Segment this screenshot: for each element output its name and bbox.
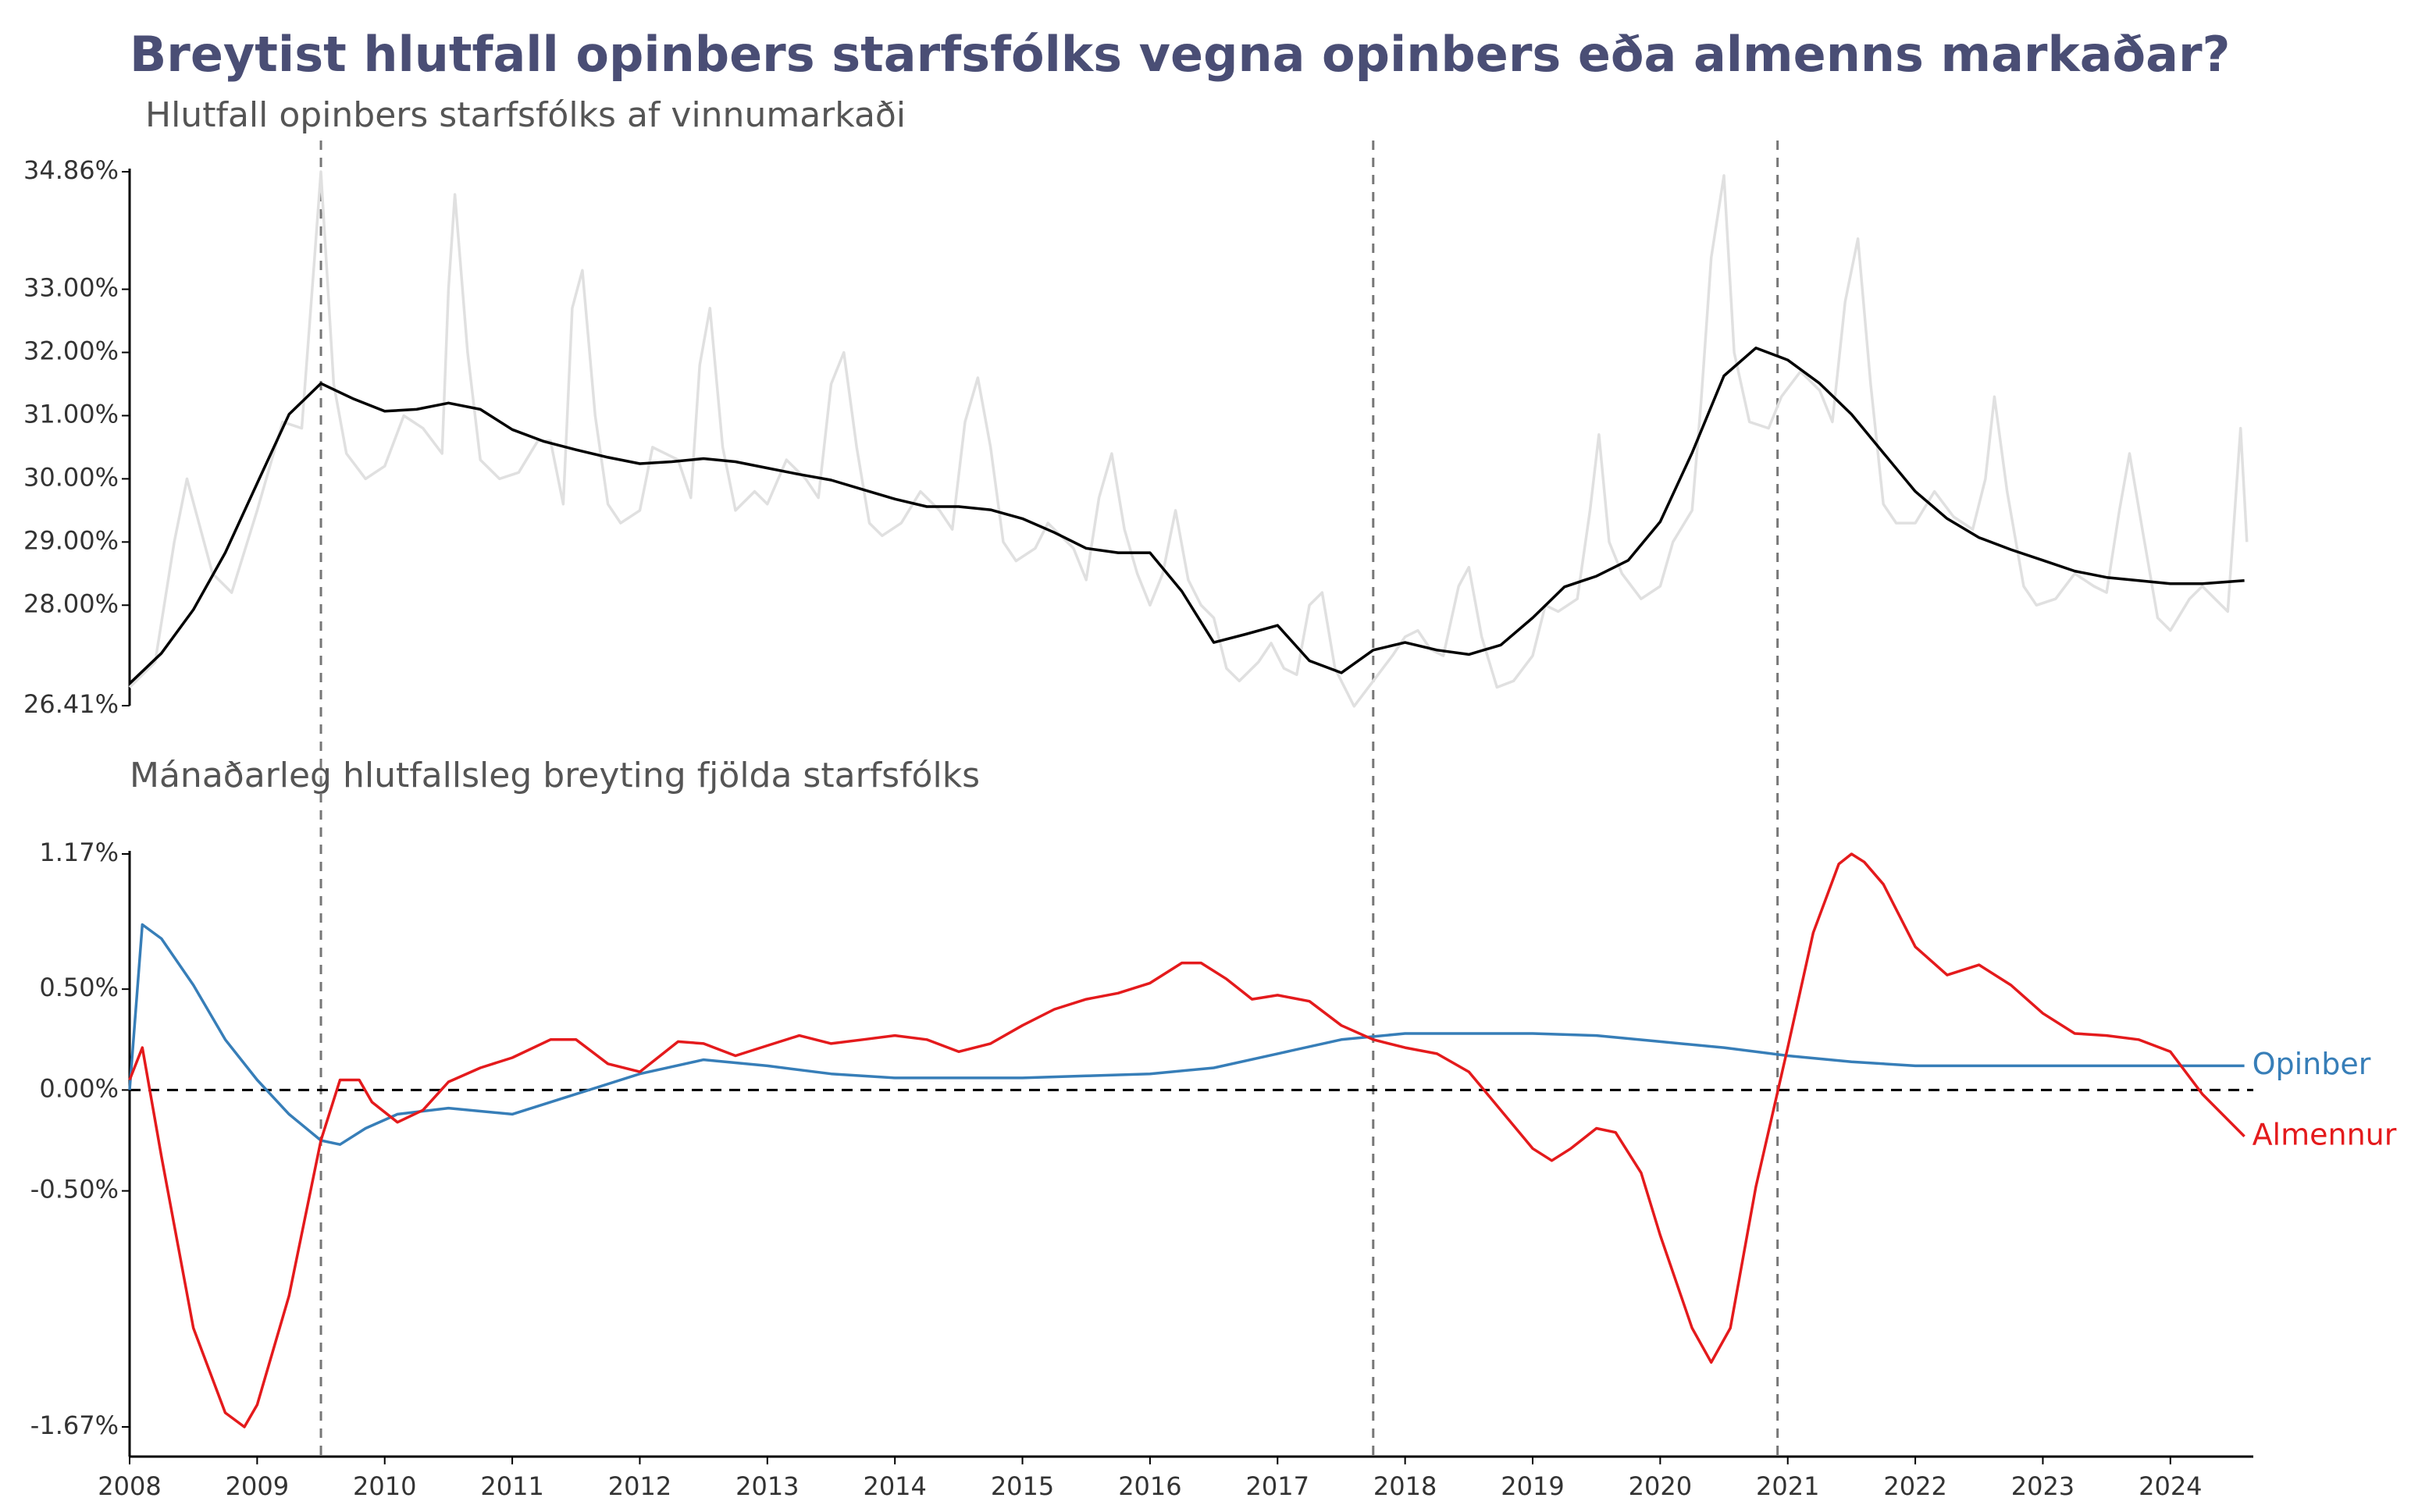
panel-subtitle: Hlutfall opinbers starfsfólks af vinnuma…: [145, 95, 906, 135]
y-tick-label: 28.00%: [23, 589, 119, 618]
x-tick-label: 2011: [480, 1471, 543, 1501]
x-tick-label: 2022: [1883, 1471, 1946, 1501]
x-tick-label: 2009: [226, 1471, 289, 1501]
x-tick-label: 2020: [1629, 1471, 1692, 1501]
x-tick-label: 2023: [2011, 1471, 2075, 1501]
data-line: [128, 347, 2245, 685]
x-tick-label: 2017: [1246, 1471, 1309, 1501]
y-tick-label: -0.50%: [30, 1175, 119, 1204]
data-line: [128, 170, 2249, 708]
y-tick-label: 32.00%: [23, 336, 119, 366]
y-tick-label: 30.00%: [23, 462, 119, 492]
y-tick-label: 1.17%: [39, 838, 119, 867]
series-label: Opinber: [2253, 1047, 2371, 1081]
x-tick-label: 2014: [863, 1471, 926, 1501]
x-tick-label: 2024: [2139, 1471, 2202, 1501]
data-line: [128, 923, 2245, 1146]
panel-subtitle: Mánaðarleg hlutfallsleg breyting fjölda …: [130, 756, 980, 795]
y-tick-label: 0.50%: [39, 973, 119, 1002]
x-tick-label: 2019: [1501, 1471, 1564, 1501]
y-tick-label: 33.00%: [23, 273, 119, 303]
x-tick-label: 2015: [991, 1471, 1054, 1501]
data-line: [128, 852, 2245, 1428]
chart-title: Breytist hlutfall opinbers starfsfólks v…: [130, 26, 2231, 83]
x-tick-label: 2016: [1118, 1471, 1181, 1501]
y-tick-label: 34.86%: [23, 155, 119, 185]
x-tick-label: 2018: [1373, 1471, 1437, 1501]
x-tick-label: 2012: [608, 1471, 671, 1501]
y-tick-label: -1.67%: [30, 1411, 119, 1440]
y-tick-label: 29.00%: [23, 525, 119, 555]
x-tick-label: 2008: [98, 1471, 161, 1501]
x-tick-label: 2010: [353, 1471, 416, 1501]
y-tick-label: 26.41%: [23, 689, 119, 719]
x-tick-label: 2013: [735, 1471, 799, 1501]
x-tick-label: 2021: [1756, 1471, 1819, 1501]
series-label: Almennur: [2253, 1117, 2397, 1151]
y-tick-label: 31.00%: [23, 399, 119, 429]
y-tick-label: 0.00%: [39, 1073, 119, 1103]
